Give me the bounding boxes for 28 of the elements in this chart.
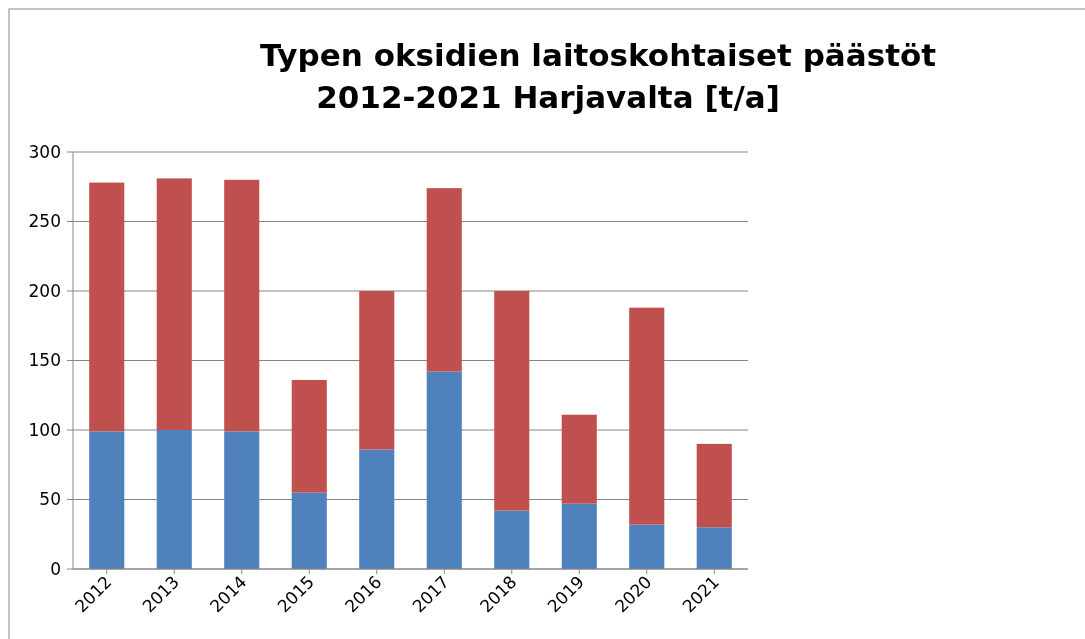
bar: [426, 188, 462, 372]
bar: [561, 503, 597, 569]
bar: [629, 307, 665, 525]
bar: [89, 431, 125, 569]
y-tick-label: 250: [28, 211, 61, 232]
chart-title: Typen oksidien laitoskohtaiset päästöt 2012-2021 Harjavalta [t/a]: [259, 37, 937, 115]
bar: [696, 443, 732, 528]
bar: [629, 524, 665, 569]
bar: [156, 178, 192, 430]
bar: [359, 449, 395, 569]
bar: [696, 527, 732, 569]
bar: [89, 182, 125, 432]
bar: [291, 492, 327, 569]
bar: [494, 510, 530, 569]
y-tick-label: 300: [28, 141, 61, 162]
y-tick-label: 150: [28, 350, 61, 371]
bar: [494, 291, 530, 511]
y-tick-label: 100: [28, 419, 61, 440]
y-tick-label: 0: [50, 558, 61, 579]
bar: [426, 371, 462, 569]
y-tick-label: 200: [28, 280, 61, 301]
bar: [561, 414, 597, 504]
bar: [224, 179, 260, 432]
bar: [291, 379, 327, 493]
bar: [224, 431, 260, 569]
bar: [156, 430, 192, 569]
y-tick-label: 50: [39, 489, 61, 510]
bar: [359, 291, 395, 450]
